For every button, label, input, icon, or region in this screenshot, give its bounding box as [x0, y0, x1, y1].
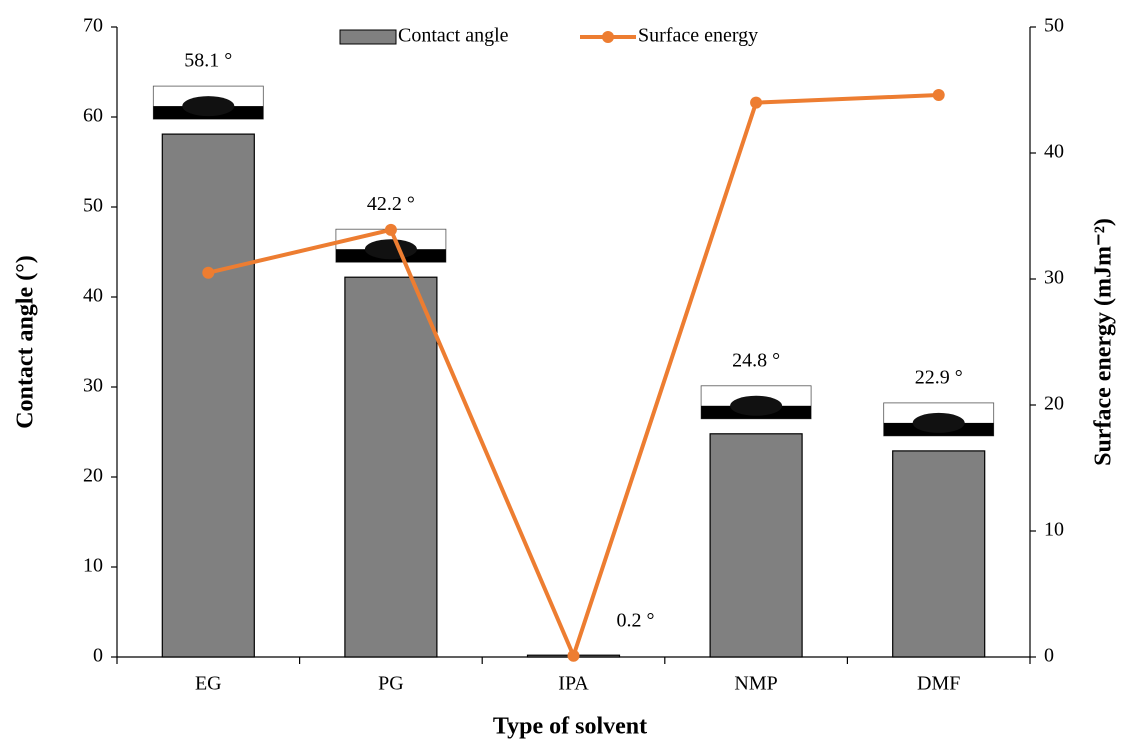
- y2-tick-label: 10: [1044, 519, 1064, 541]
- y-tick-label: 60: [83, 105, 103, 127]
- y-tick-label: 30: [83, 375, 103, 397]
- line-marker: [202, 266, 215, 279]
- value-label: 58.1 °: [184, 50, 232, 72]
- droplet: [912, 412, 965, 433]
- value-label: 42.2 °: [367, 193, 415, 215]
- value-label: 24.8 °: [732, 349, 780, 371]
- value-label: 0.2 °: [617, 610, 655, 632]
- line-marker: [750, 96, 763, 109]
- y-tick-label: 0: [93, 645, 103, 667]
- y-tick-label: 20: [83, 465, 103, 487]
- y-tick-label: 10: [83, 555, 103, 577]
- droplet: [730, 395, 783, 416]
- bar: [161, 133, 255, 658]
- line: [207, 93, 939, 662]
- value-label: 22.9 °: [915, 366, 963, 388]
- x-tick-label: DMF: [917, 673, 960, 695]
- droplet: [364, 239, 417, 260]
- line-marker: [384, 223, 397, 236]
- bar: [709, 433, 803, 658]
- y2-tick-label: 40: [1044, 141, 1064, 163]
- y2-tick-label: 50: [1044, 15, 1064, 37]
- x-tick-label: PG: [378, 673, 404, 695]
- legend-label: Contact angle: [398, 25, 509, 47]
- bar: [344, 276, 438, 658]
- x-tick-label: NMP: [734, 673, 777, 695]
- y-tick-label: 50: [83, 195, 103, 217]
- y2-tick-label: 30: [1044, 267, 1064, 289]
- legend-marker: [602, 31, 614, 43]
- y-tick-label: 70: [83, 15, 103, 37]
- x-axis-title: Type of solvent: [493, 714, 647, 740]
- x-tick-label: IPA: [558, 673, 589, 695]
- legend-label: Surface energy: [638, 25, 758, 47]
- line-marker: [567, 649, 580, 662]
- legend-swatch: [339, 29, 397, 45]
- y2-axis-title: Surface energy (mJm⁻²): [1091, 218, 1117, 466]
- droplet: [182, 96, 235, 117]
- bar: [892, 450, 986, 658]
- y-axis-title: Contact angle (°): [13, 255, 39, 429]
- y2-tick-label: 20: [1044, 393, 1064, 415]
- y-tick-label: 40: [83, 285, 103, 307]
- line-marker: [932, 89, 945, 102]
- x-tick-label: EG: [195, 673, 222, 695]
- y2-tick-label: 0: [1044, 645, 1054, 667]
